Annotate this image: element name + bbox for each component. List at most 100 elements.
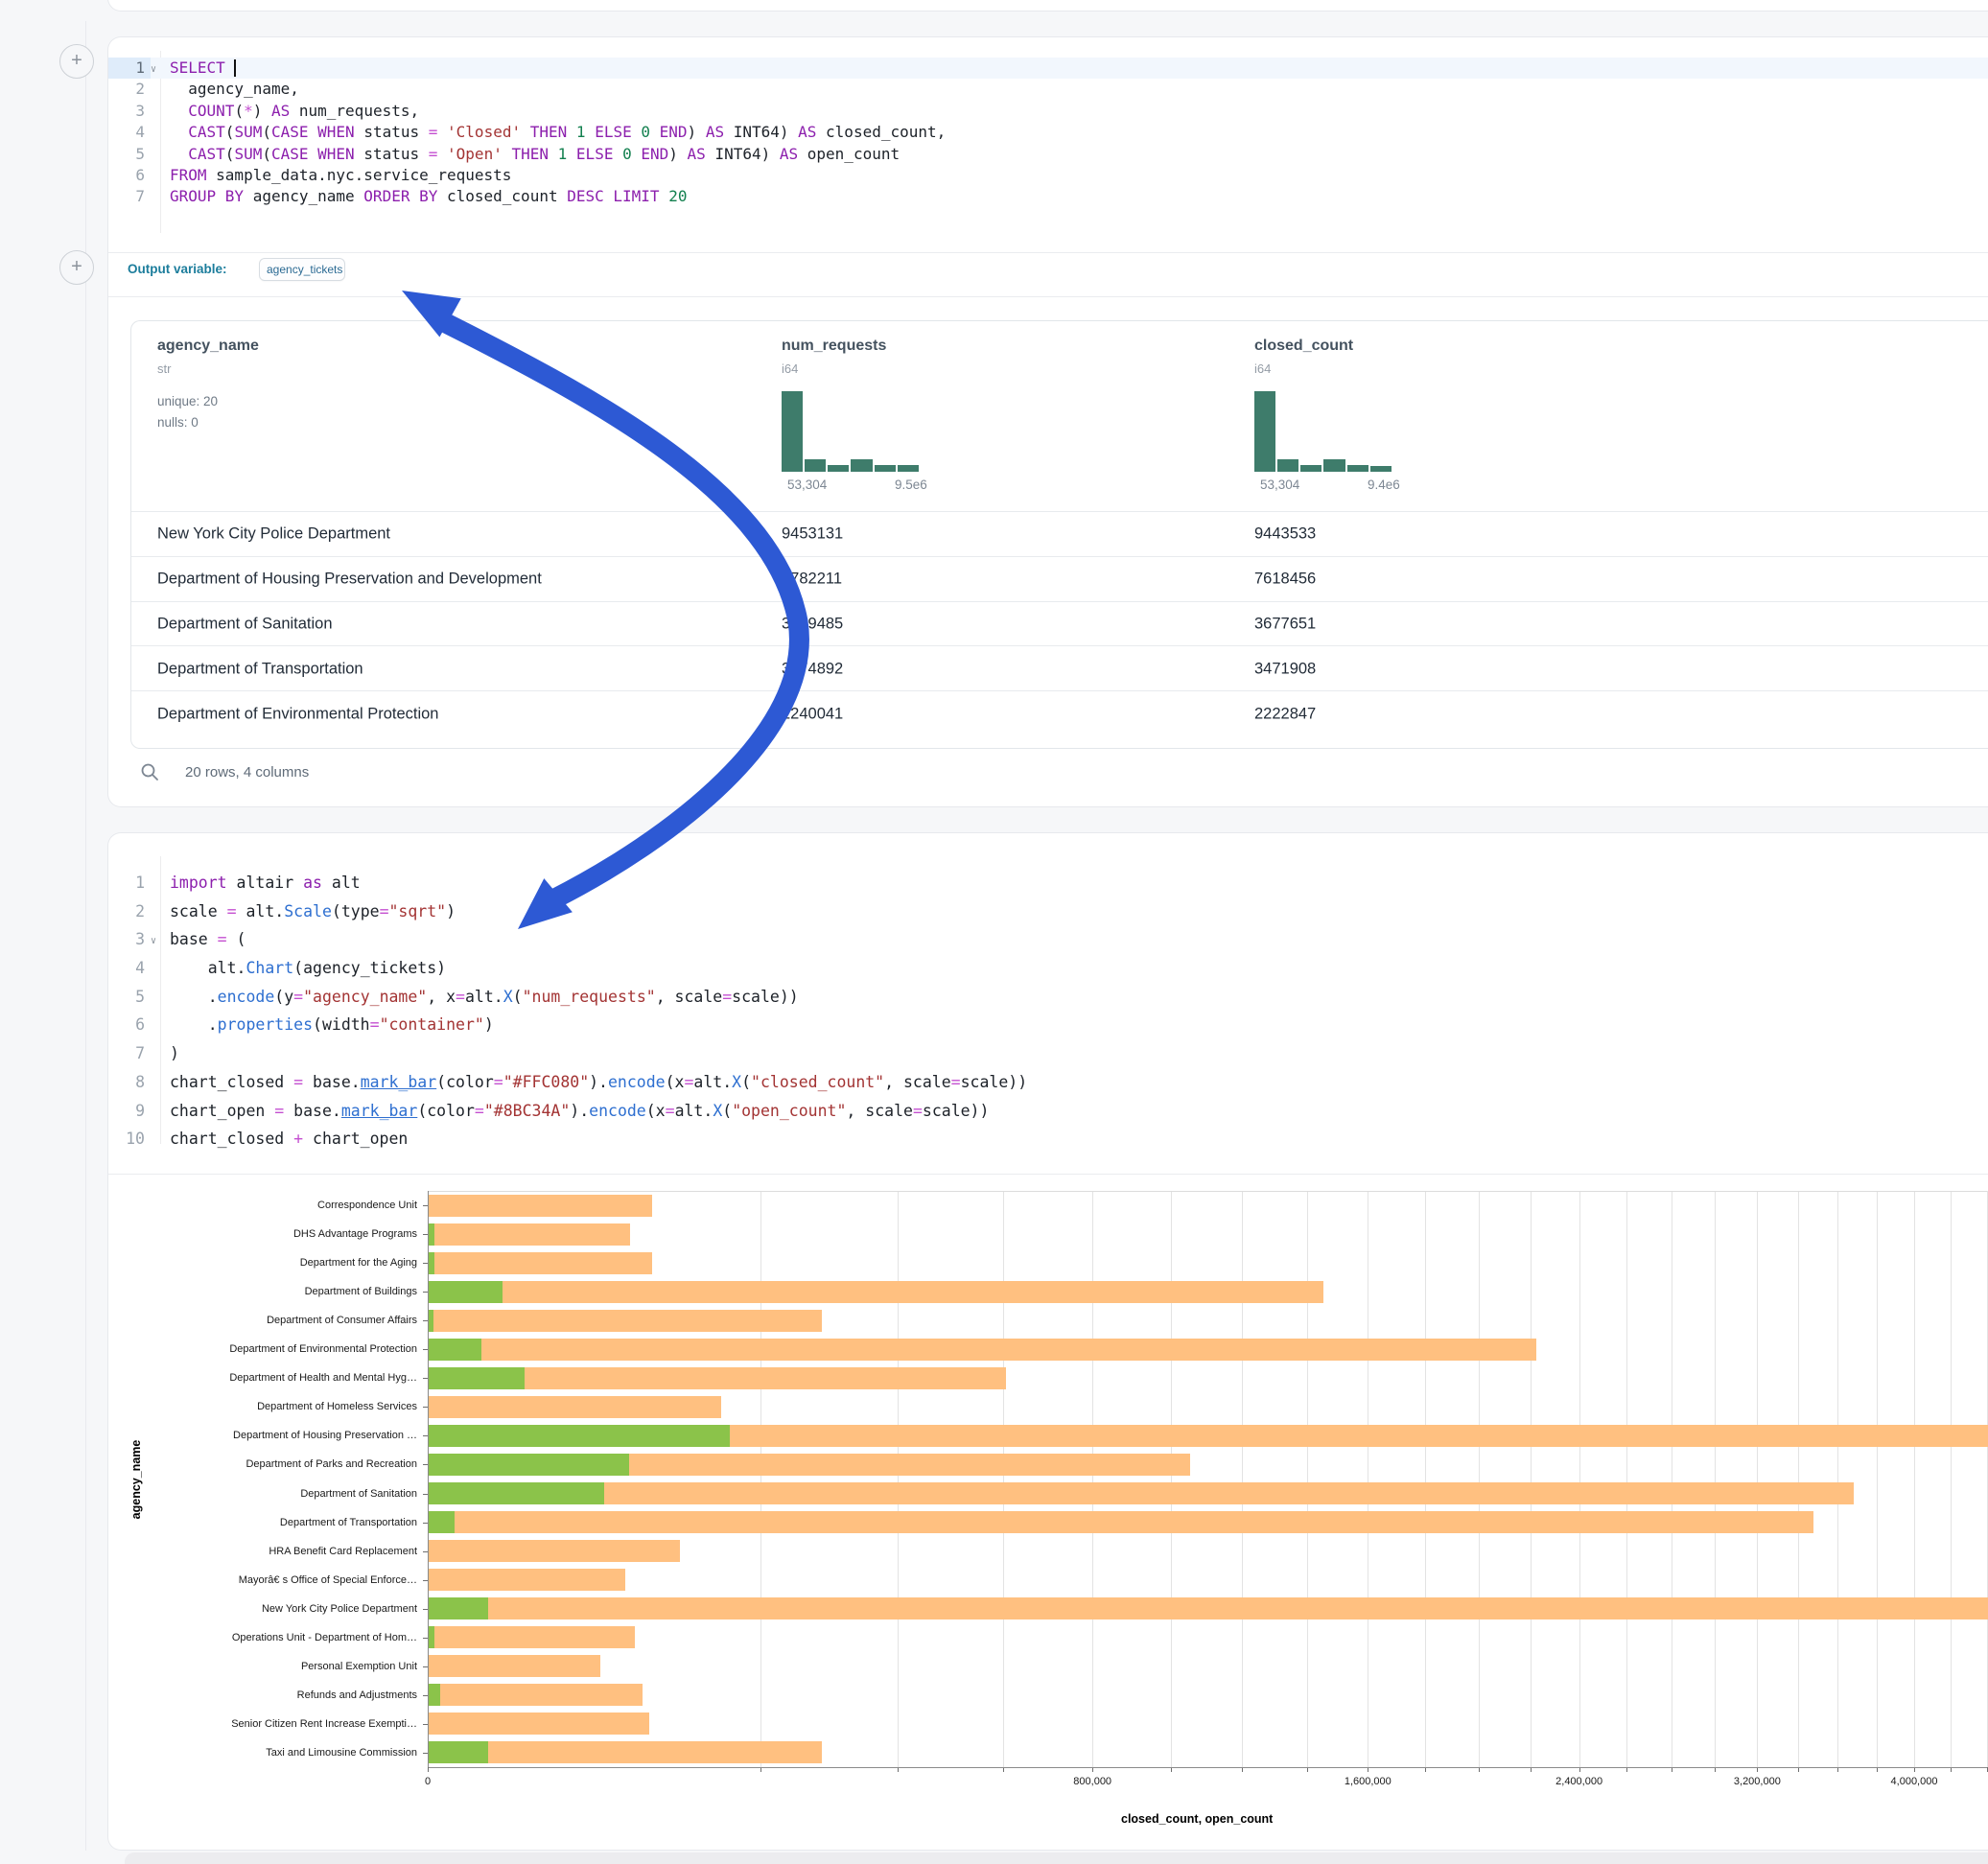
histogram-min: 53,304 — [1260, 478, 1300, 492]
code-line: 2 scale = alt.Scale(type="sqrt") — [108, 897, 1988, 926]
fold-chevron-icon[interactable]: ∨ — [151, 936, 157, 947]
gridline — [1914, 1191, 1915, 1767]
column-type: str — [157, 361, 172, 376]
fold-chevron-icon[interactable]: ∨ — [151, 64, 157, 75]
x-axis-tick — [898, 1767, 900, 1772]
bar-closed-count — [429, 1223, 630, 1246]
bar-open-count — [429, 1482, 605, 1505]
column-header[interactable]: agency_name — [157, 338, 259, 354]
output-variable-pill[interactable]: agency_tickets — [259, 258, 345, 281]
x-axis-tick — [1579, 1767, 1580, 1772]
python-editor[interactable]: 1 import altair as alt 2 scale = alt.Scale(… — [108, 869, 1988, 1153]
bar-closed-count — [429, 1251, 652, 1274]
code-line: 6 FROM sample_data.nyc.service_requests — [108, 165, 1988, 186]
y-tick-label: Department of Housing Preservation … — [233, 1430, 417, 1442]
x-axis-tick — [1424, 1767, 1426, 1772]
y-axis-tick — [423, 1694, 428, 1696]
y-axis-tick — [423, 1608, 428, 1610]
code-line: 2 agency_name, — [108, 79, 1988, 100]
gridline — [1951, 1191, 1953, 1767]
bar-open-count — [429, 1741, 488, 1764]
add-cell-button[interactable]: + — [59, 44, 94, 79]
y-tick-label: Department of Homeless Services — [257, 1401, 417, 1413]
code-line: 8 chart_closed = base.mark_bar(color="#FF… — [108, 1068, 1988, 1097]
y-tick-label: Mayorâ€ s Office of Special Enforce… — [238, 1573, 417, 1586]
y-axis-tick — [423, 1234, 428, 1236]
x-axis-tick — [428, 1767, 429, 1772]
table-cell: 9443533 — [1254, 524, 1317, 543]
y-axis-tick — [423, 1550, 428, 1552]
bar-closed-count — [429, 1395, 722, 1418]
table-cell: 9453131 — [782, 524, 844, 543]
x-axis-tick — [760, 1767, 761, 1772]
gridline — [1715, 1191, 1717, 1767]
y-axis-tick — [423, 1320, 428, 1322]
y-tick-label: Department of Parks and Recreation — [246, 1458, 417, 1471]
line-number: 7 — [135, 1044, 145, 1063]
y-axis-tick — [423, 1666, 428, 1667]
bar-closed-count — [429, 1597, 1988, 1620]
table-cell: 3471908 — [1254, 660, 1317, 678]
y-axis-tick — [423, 1637, 428, 1639]
add-cell-button[interactable]: + — [59, 250, 94, 285]
x-axis-tick — [1798, 1767, 1800, 1772]
gridline — [1424, 1191, 1426, 1767]
search-icon[interactable] — [140, 762, 159, 781]
line-number: 6 — [135, 1015, 145, 1035]
code-line: 6 .properties(width="container") — [108, 1011, 1988, 1039]
divider — [108, 296, 1988, 297]
bar-closed-count — [429, 1280, 1324, 1303]
y-axis-tick — [423, 1263, 428, 1265]
y-tick-label: Operations Unit - Department of Hom… — [231, 1631, 417, 1643]
code-line: 3 ∨ base = ( — [108, 925, 1988, 954]
table-row: Department of Environmental Protection 22… — [131, 690, 1988, 736]
table-cell: Department of Housing Preservation and D… — [157, 570, 542, 588]
y-tick-label: DHS Advantage Programs — [292, 1228, 417, 1241]
code-line: 10 chart_closed + chart_open — [108, 1125, 1988, 1153]
table-row: Department of Sanitation 3749485 3677651 — [131, 600, 1988, 647]
x-axis-tick — [1914, 1767, 1915, 1772]
next-cell-edge — [125, 1852, 1988, 1864]
column-header[interactable]: closed_count — [1254, 338, 1354, 354]
column-header[interactable]: num_requests — [782, 338, 887, 354]
line-number: 1 — [108, 58, 151, 80]
code-line: 9 chart_open = base.mark_bar(color="#8BC3… — [108, 1097, 1988, 1126]
y-tick-label: Department of Sanitation — [300, 1487, 417, 1500]
line-number: 3 — [135, 930, 145, 949]
divider — [108, 1174, 1988, 1175]
table-row: Department of Transportation 3774892 34719… — [131, 645, 1988, 691]
y-tick-label: Department of Environmental Protection — [229, 1343, 417, 1356]
y-tick-label: Department of Consumer Affairs — [267, 1315, 417, 1327]
y-tick-label: New York City Police Department — [261, 1602, 417, 1615]
bar-closed-count — [429, 1424, 1988, 1447]
gridline — [1757, 1191, 1759, 1767]
bar-open-count — [429, 1597, 488, 1620]
table-cell: 2222847 — [1254, 705, 1317, 723]
x-tick-label: 800,000 — [1073, 1776, 1112, 1787]
y-axis-tick — [423, 1407, 428, 1409]
sql-editor[interactable]: 1 ∨ SELECT 2 agency_name, 3 COUNT(*) AS num… — [108, 58, 1988, 208]
bar-open-count — [429, 1338, 481, 1361]
line-number: 5 — [135, 987, 145, 1006]
x-axis-tick — [1479, 1767, 1480, 1772]
x-axis-tick — [1986, 1767, 1988, 1772]
code-line: 4 CAST(SUM(CASE WHEN status = 'Closed' T… — [108, 122, 1988, 143]
table-cell: 3749485 — [782, 615, 844, 633]
gridline — [1306, 1191, 1308, 1767]
table-cell: New York City Police Department — [157, 524, 391, 543]
bar-closed-count — [429, 1626, 635, 1649]
line-number: 10 — [126, 1130, 145, 1149]
line-number: 9 — [135, 1101, 145, 1120]
table-cell: 2240041 — [782, 705, 844, 723]
table-row: Department of Housing Preservation and D… — [131, 555, 1988, 602]
code-line: 1 import altair as alt — [108, 869, 1988, 897]
line-number: 7 — [135, 187, 145, 206]
bar-closed-count — [429, 1511, 1814, 1534]
gridline — [1479, 1191, 1480, 1767]
y-axis-tick — [423, 1522, 428, 1524]
column-type: i64 — [782, 361, 799, 376]
table-cell: 7782211 — [782, 570, 843, 588]
x-axis-tick — [1625, 1767, 1627, 1772]
gridline — [1579, 1191, 1580, 1767]
